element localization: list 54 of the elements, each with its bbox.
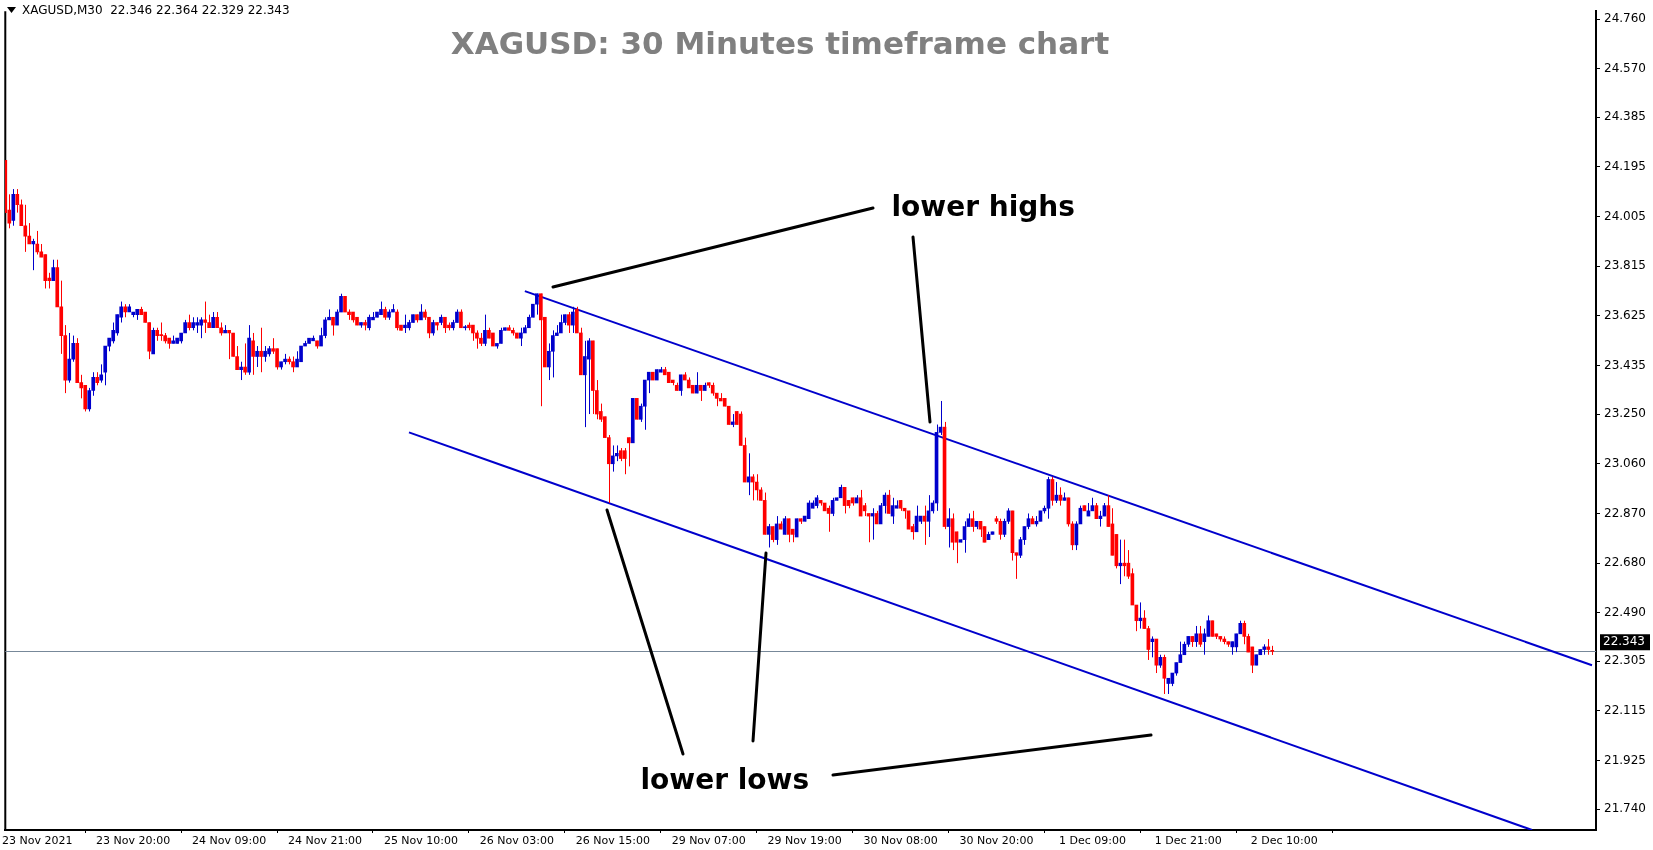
y-tick-label: 23.625 <box>1604 308 1646 323</box>
candlestick <box>299 345 303 363</box>
y-tick-label: 22.680 <box>1604 555 1646 570</box>
x-tick-label: 1 Dec 09:00 <box>1058 834 1126 848</box>
candlestick <box>515 332 519 339</box>
x-tick-label: 30 Nov 08:00 <box>863 834 938 848</box>
candlestick <box>654 369 659 381</box>
y-tick-label: 24.385 <box>1604 109 1646 124</box>
candlestick <box>355 316 359 326</box>
y-tick-label: 23.815 <box>1604 258 1646 273</box>
candlestick <box>491 332 495 347</box>
y-tick-label: 21.925 <box>1604 752 1646 767</box>
candlestick <box>706 382 711 389</box>
annotation: lower highs <box>891 190 1075 223</box>
x-tick-label: 23 Nov 20:00 <box>96 834 171 848</box>
candlestick <box>1038 510 1043 522</box>
y-tick-label: 22.115 <box>1604 703 1646 718</box>
x-tick-label: 26 Nov 03:00 <box>479 834 554 848</box>
y-tick-label: 24.760 <box>1604 11 1646 26</box>
candlestick <box>650 371 655 381</box>
y-tick-label: 21.740 <box>1604 801 1646 816</box>
candlestick <box>1082 505 1087 512</box>
candlestick <box>375 311 379 318</box>
y-tick-label: 22.870 <box>1604 505 1646 520</box>
candlestick <box>307 337 311 344</box>
ref-line-label: 22.343 <box>1603 634 1645 649</box>
x-tick-label: 26 Nov 15:00 <box>575 834 650 848</box>
y-tick-label: 24.005 <box>1604 208 1646 223</box>
candlestick <box>822 502 827 512</box>
candlestick <box>535 293 539 316</box>
candlestick <box>794 518 799 538</box>
candlestick <box>463 324 467 331</box>
candlestick <box>906 510 911 530</box>
candlestick <box>159 322 163 342</box>
text: XAGUSD: 30 Minutes timeframe chart <box>449 25 1111 61</box>
y-tick-label: 23.060 <box>1604 455 1646 470</box>
y-tick-label: 24.570 <box>1604 60 1646 75</box>
x-tick-label: 2 Dec 10:00 <box>1250 834 1318 848</box>
x-tick-label: 29 Nov 19:00 <box>767 834 842 848</box>
x-tick-label: 23 Nov 2021 <box>2 834 73 848</box>
x-tick-label: 24 Nov 21:00 <box>287 834 363 848</box>
candlestick <box>1210 620 1215 637</box>
y-tick-label: 22.490 <box>1604 605 1646 619</box>
y-tick-label: 23.435 <box>1604 357 1646 372</box>
x-tick-label: 24 Nov 09:00 <box>192 834 267 848</box>
y-tick-label: 24.195 <box>1604 158 1646 173</box>
annotation: lower lows <box>640 763 810 796</box>
x-tick-label: 1 Dec 21:00 <box>1154 834 1222 848</box>
x-tick-label: 30 Nov 20:00 <box>959 834 1034 848</box>
x-tick-label: 25 Nov 10:00 <box>383 834 459 848</box>
y-tick-label: 22.305 <box>1604 653 1646 668</box>
annotation: XAGUSD,M30 22.346 22.364 22.329 22.343 <box>22 3 290 17</box>
x-tick-label: 29 Nov 07:00 <box>671 834 746 848</box>
y-tick-label: 23.250 <box>1604 406 1646 421</box>
